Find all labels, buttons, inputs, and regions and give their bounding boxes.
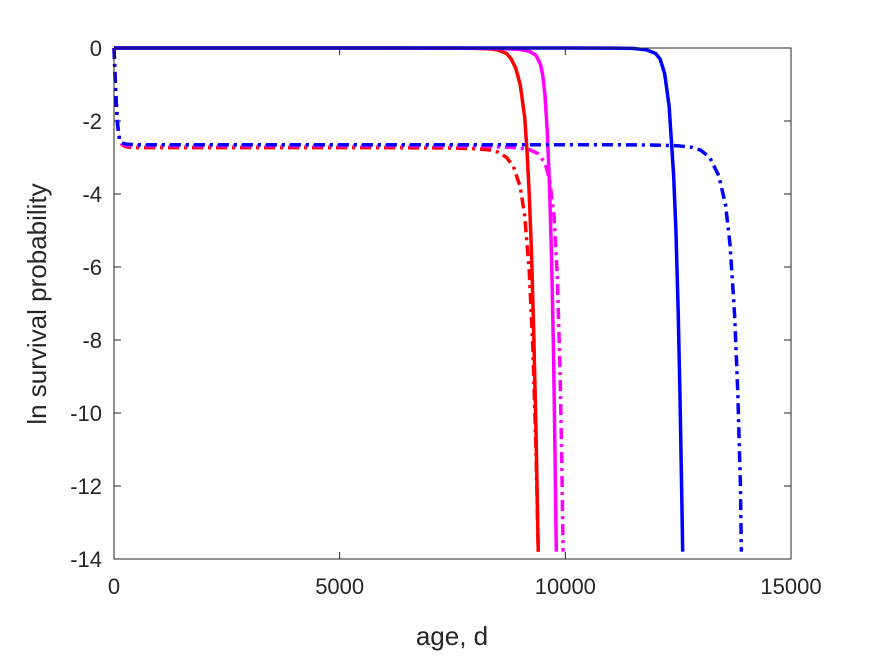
y-tick-label: -14	[70, 547, 102, 572]
y-tick-label: -12	[70, 474, 102, 499]
plot-frame	[113, 47, 792, 560]
series-line-5	[112, 47, 565, 552]
y-tick-label: -6	[82, 255, 102, 280]
plot-background	[114, 48, 791, 559]
x-tick-label: 0	[108, 574, 120, 599]
x-axis-label: age, d	[416, 621, 488, 651]
y-tick-label: -10	[70, 401, 102, 426]
y-tick-label: 0	[90, 36, 102, 61]
series-line-6	[112, 47, 744, 552]
y-tick-label: -2	[82, 109, 102, 134]
x-tick-label: 10000	[535, 574, 596, 599]
y-axis-label: ln survival probability	[22, 183, 52, 424]
y-axis: -14 -12 -10 -8 -6 -4 -2 0	[70, 36, 791, 572]
x-tick-label: 15000	[760, 574, 821, 599]
y-tick-label: -4	[82, 182, 102, 207]
x-tick-label: 5000	[315, 574, 364, 599]
y-tick-label: -8	[82, 328, 102, 353]
x-axis: 0 5000 10000 15000	[108, 48, 822, 599]
